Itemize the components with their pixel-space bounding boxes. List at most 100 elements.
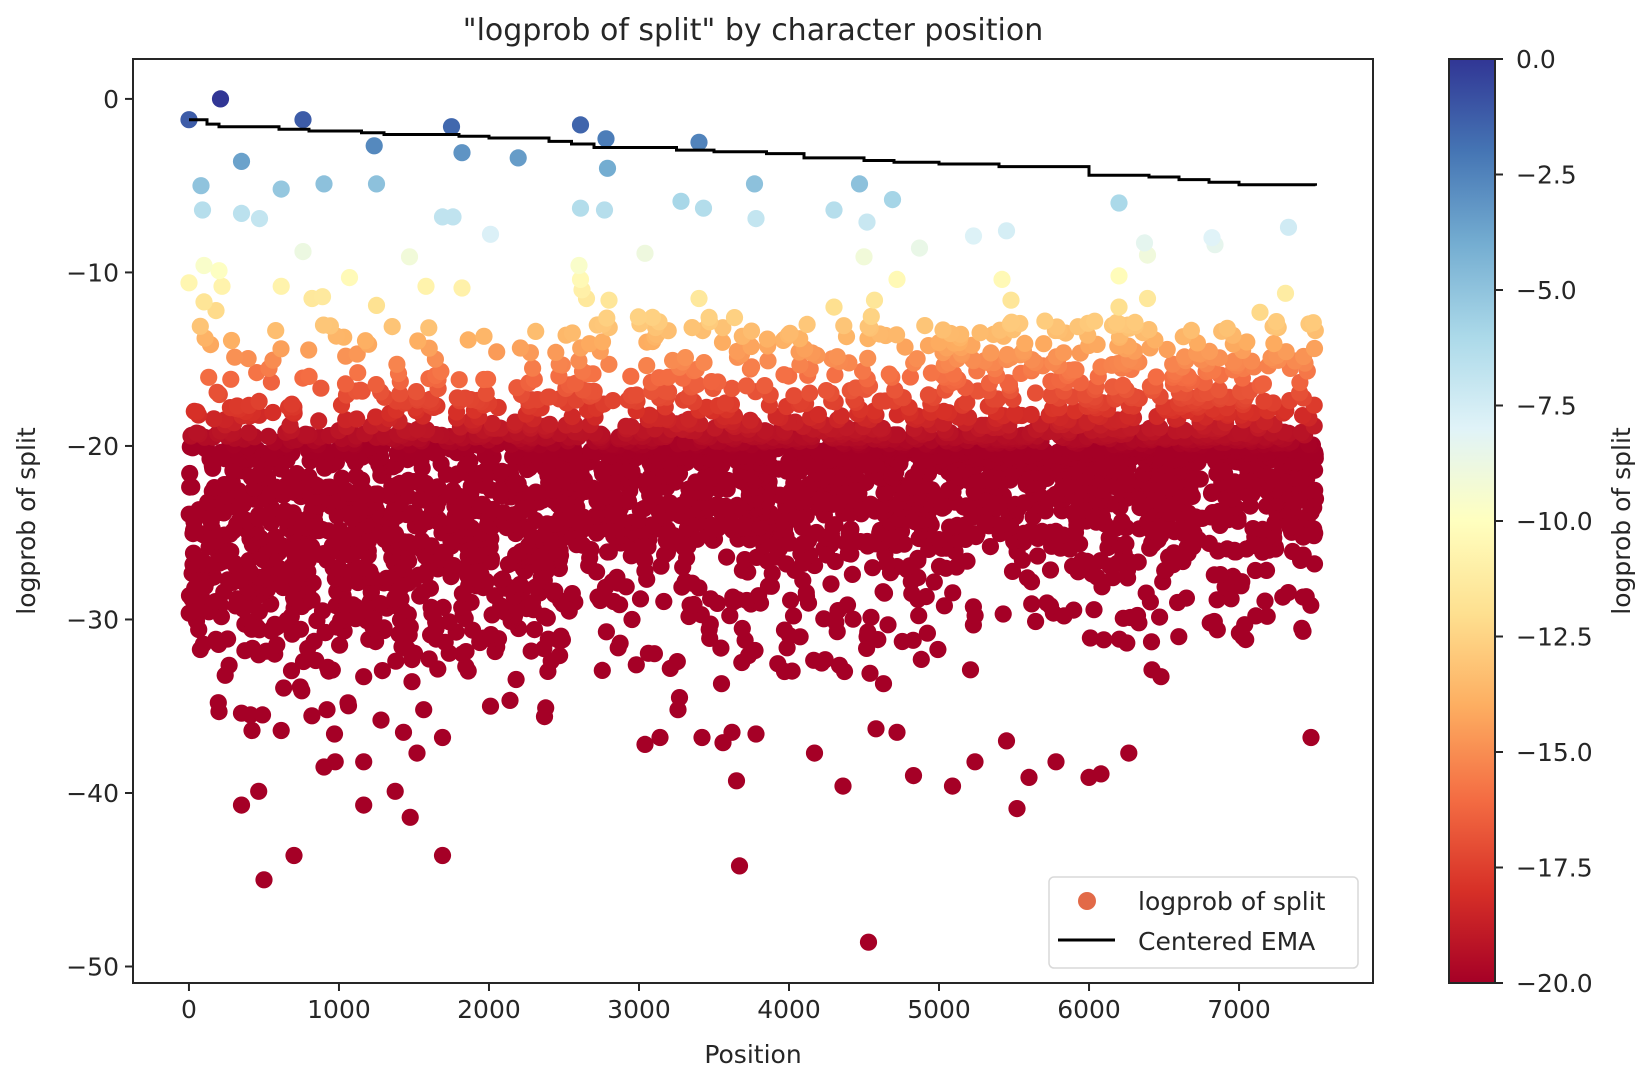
scatter-point	[527, 322, 545, 340]
y-tick-label: −40	[66, 779, 119, 808]
scatter-point	[488, 343, 506, 361]
scatter-point	[1016, 334, 1034, 352]
scatter-point	[611, 634, 629, 652]
scatter-point	[816, 651, 834, 669]
scatter-point	[231, 510, 249, 528]
scatter-point	[1143, 661, 1161, 679]
scatter-point	[910, 239, 929, 257]
scatter-point	[608, 568, 626, 586]
scatter-point	[1022, 405, 1040, 424]
scatter-point	[1254, 375, 1272, 393]
scatter-point	[285, 846, 303, 865]
scatter-point	[600, 355, 618, 373]
scatter-point	[1027, 612, 1045, 631]
scatter-point	[759, 352, 777, 370]
scatter-point	[409, 332, 427, 350]
scatter-point	[997, 222, 1016, 240]
scatter-point	[1055, 344, 1073, 362]
scatter-point	[593, 661, 611, 680]
scatter-point	[315, 175, 333, 193]
colorbar-tick-label: −10.0	[1516, 507, 1593, 536]
scatter-point	[524, 359, 542, 377]
scatter-point	[944, 584, 962, 602]
scatter-point	[639, 644, 658, 662]
scatter-point	[494, 570, 512, 588]
scatter-point	[1113, 513, 1131, 531]
scatter-point	[1257, 561, 1276, 580]
scatter-point	[444, 482, 462, 500]
scatter-point	[747, 210, 765, 228]
scatter-point	[693, 728, 711, 747]
scatter-point	[459, 331, 477, 349]
scatter-point	[1208, 591, 1226, 609]
scatter-point	[537, 699, 555, 717]
scatter-point	[733, 619, 751, 638]
scatter-point	[958, 552, 976, 570]
scatter-point	[453, 144, 471, 162]
legend: logprob of split Centered EMA	[1048, 876, 1359, 969]
scatter-point	[775, 621, 794, 639]
scatter-point	[1165, 544, 1183, 562]
scatter-point	[896, 338, 914, 356]
scatter-point	[844, 610, 862, 628]
scatter-point	[1142, 633, 1161, 651]
scatter-point	[747, 725, 765, 743]
scatter-point	[442, 118, 461, 136]
scatter-point	[862, 307, 880, 325]
scatter-point	[213, 277, 231, 295]
scatter-point	[997, 732, 1016, 750]
scatter-point	[966, 753, 984, 771]
scatter-point	[300, 367, 318, 385]
scatter-point	[355, 668, 373, 686]
scatter-point	[741, 411, 759, 429]
scatter-point	[1020, 768, 1038, 787]
scatter-point	[723, 379, 741, 397]
x-tick-label: 6000	[1057, 995, 1121, 1024]
scatter-point	[1095, 631, 1113, 649]
x-tick-label: 4000	[757, 995, 821, 1024]
scatter-point	[1182, 321, 1200, 339]
colorbar-tick-label: −20.0	[1516, 969, 1593, 998]
scatter-point	[850, 175, 869, 193]
colorbar-ticks: 0.0 −2.5 −5.0 −7.5 −10.0 −12.5 −15.0 −17.5 −20.0	[1495, 45, 1593, 998]
scatter-point	[855, 248, 873, 266]
scatter-point	[817, 382, 835, 400]
scatter-point	[832, 407, 850, 425]
scatter-point	[961, 661, 980, 679]
scatter-point	[268, 636, 286, 654]
scatter-point	[266, 528, 284, 546]
scatter-point	[617, 417, 635, 435]
scatter-point	[509, 149, 527, 167]
scatter-point	[1110, 267, 1128, 285]
scatter-point	[546, 582, 564, 600]
scatter-point	[1211, 566, 1229, 584]
scatter-point	[527, 483, 545, 501]
plot-frame	[132, 58, 1374, 984]
scatter-point	[367, 376, 385, 394]
scatter-point	[333, 469, 351, 487]
scatter-point	[310, 412, 328, 430]
scatter-point	[971, 324, 989, 342]
scatter-point	[597, 623, 616, 641]
scatter-point	[919, 386, 938, 404]
scatter-point	[1128, 606, 1147, 625]
scatter-point	[1255, 392, 1273, 410]
scatter-point	[183, 478, 201, 496]
scatter-point	[598, 159, 617, 177]
scatter-point	[1224, 567, 1242, 586]
scatter-point	[184, 544, 203, 562]
y-axis: 0 −10 −20 −30 −40 −50	[66, 85, 133, 982]
scatter-point	[1138, 289, 1157, 308]
scatter-point	[200, 368, 218, 386]
y-tick-label: −30	[66, 605, 119, 634]
scatter-point	[448, 389, 466, 407]
scatter-point	[211, 90, 230, 108]
scatter-point	[998, 346, 1016, 364]
scatter-point	[785, 387, 803, 405]
scatter-point	[1210, 381, 1228, 399]
scatter-point	[1026, 384, 1045, 402]
scatter-points	[180, 90, 1325, 951]
scatter-point	[791, 356, 809, 374]
scatter-point	[1117, 535, 1135, 553]
